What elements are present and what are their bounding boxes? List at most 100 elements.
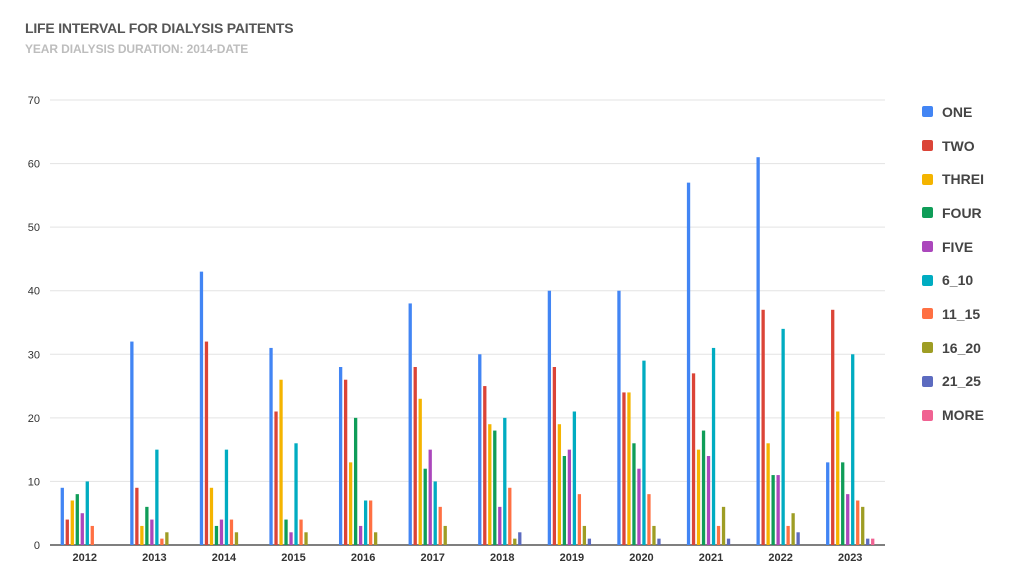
bar-two-2022 bbox=[761, 309, 765, 545]
y-axis-ticks: 0 10 20 30 40 50 60 70 bbox=[28, 95, 40, 552]
legend-swatch bbox=[922, 274, 933, 286]
bars bbox=[60, 157, 875, 545]
bar-five-2021 bbox=[706, 456, 711, 545]
bar-6_10-2021 bbox=[711, 347, 716, 545]
bar-21_25-2021 bbox=[726, 538, 731, 545]
legend-label: 16_20 bbox=[942, 339, 981, 356]
legend-item-6_10[interactable]: 6_10 bbox=[922, 263, 1022, 297]
bar-16_20-2019 bbox=[582, 525, 587, 545]
legend-label: 11_15 bbox=[942, 305, 981, 322]
bar-two-2012 bbox=[65, 519, 69, 545]
bar-four-2022 bbox=[771, 475, 775, 545]
x-tick-label: 2019 bbox=[560, 552, 584, 564]
bar-6_10-2016 bbox=[363, 500, 368, 545]
bar-6_10-2017 bbox=[433, 481, 437, 545]
legend-label: FOUR bbox=[942, 204, 982, 221]
bar-6_10-2012 bbox=[85, 481, 89, 545]
bar-one-2021 bbox=[686, 182, 691, 545]
legend-item-four[interactable]: FOUR bbox=[922, 196, 1022, 230]
legend-swatch bbox=[922, 207, 933, 219]
bar-four-2016 bbox=[353, 417, 358, 545]
legend-item-21_25[interactable]: 21_25 bbox=[922, 365, 1022, 399]
bar-11_15-2017 bbox=[438, 506, 442, 545]
bar-five-2019 bbox=[567, 449, 572, 545]
y-tick-label: 50 bbox=[28, 222, 40, 234]
legend-swatch bbox=[922, 342, 933, 354]
bar-one-2014 bbox=[199, 271, 204, 545]
bar-16_20-2016 bbox=[373, 532, 378, 545]
bar-16_20-2015 bbox=[304, 532, 308, 545]
bar-four-2023 bbox=[841, 462, 845, 545]
bar-four-2013 bbox=[145, 506, 149, 545]
bar-6_10-2018 bbox=[503, 417, 507, 545]
legend-label: FIVE bbox=[942, 238, 974, 255]
legend: ONE TWO THREI FOUR FIVE 6_10 11_15 16_20 21_25 MO… bbox=[922, 95, 1022, 432]
bar-three-2015 bbox=[279, 379, 283, 545]
bar-three-2020 bbox=[627, 392, 631, 545]
bar-one-2016 bbox=[338, 367, 343, 545]
legend-item-three[interactable]: THREI bbox=[922, 162, 1022, 196]
bar-two-2019 bbox=[552, 367, 557, 545]
legend-label: MORE bbox=[942, 407, 984, 424]
bar-11_15-2020 bbox=[647, 494, 651, 545]
bar-three-2013 bbox=[140, 525, 144, 545]
bar-11_15-2022 bbox=[786, 525, 790, 545]
bar-11_15-2021 bbox=[716, 525, 721, 545]
y-tick-label: 0 bbox=[34, 540, 40, 552]
bar-11_15-2014 bbox=[229, 519, 234, 545]
bar-three-2023 bbox=[836, 411, 840, 545]
bar-two-2018 bbox=[483, 386, 487, 545]
legend-item-one[interactable]: ONE bbox=[922, 95, 1022, 129]
bar-11_15-2018 bbox=[508, 487, 512, 545]
bar-two-2013 bbox=[135, 487, 139, 545]
legend-label: TWO bbox=[942, 137, 975, 154]
bar-11_15-2016 bbox=[368, 500, 373, 545]
bar-11_15-2013 bbox=[160, 538, 164, 545]
bar-one-2013 bbox=[130, 341, 134, 545]
legend-swatch bbox=[922, 409, 933, 421]
bar-five-2015 bbox=[289, 532, 293, 545]
bar-two-2020 bbox=[622, 392, 626, 545]
x-tick-label: 2014 bbox=[212, 552, 237, 564]
bar-one-2012 bbox=[60, 487, 64, 545]
bar-two-2023 bbox=[831, 309, 835, 545]
bar-two-2014 bbox=[204, 341, 209, 545]
legend-item-11_15[interactable]: 11_15 bbox=[922, 297, 1022, 331]
bar-11_15-2012 bbox=[90, 525, 94, 545]
bar-one-2023 bbox=[826, 462, 830, 545]
bar-three-2012 bbox=[70, 500, 74, 545]
legend-item-more[interactable]: MORE bbox=[922, 398, 1022, 432]
chart-title: LIFE INTERVAL FOR DIALYSIS PAITENTS bbox=[25, 20, 294, 36]
bar-four-2015 bbox=[284, 519, 288, 545]
y-tick-label: 30 bbox=[28, 349, 40, 361]
legend-item-five[interactable]: FIVE bbox=[922, 230, 1022, 264]
bar-three-2022 bbox=[766, 443, 770, 545]
bar-21_25-2018 bbox=[518, 532, 522, 545]
legend-swatch bbox=[922, 375, 933, 387]
bar-6_10-2020 bbox=[642, 360, 646, 545]
x-tick-label: 2021 bbox=[699, 552, 723, 564]
bar-6_10-2015 bbox=[294, 443, 298, 545]
bar-four-2020 bbox=[632, 443, 636, 545]
bar-five-2014 bbox=[219, 519, 224, 545]
x-tick-label: 2013 bbox=[142, 552, 166, 564]
legend-item-two[interactable]: TWO bbox=[922, 129, 1022, 163]
y-tick-label: 70 bbox=[28, 95, 40, 107]
bar-21_25-2023 bbox=[866, 538, 870, 545]
legend-label: ONE bbox=[942, 103, 973, 120]
bar-three-2014 bbox=[209, 487, 214, 545]
legend-swatch bbox=[922, 308, 933, 320]
legend-item-16_20[interactable]: 16_20 bbox=[922, 331, 1022, 365]
bar-6_10-2022 bbox=[781, 328, 785, 545]
bar-two-2021 bbox=[691, 373, 696, 545]
bar-one-2022 bbox=[756, 157, 760, 545]
bar-two-2015 bbox=[274, 411, 278, 545]
x-tick-label: 2017 bbox=[420, 552, 444, 564]
bar-three-2021 bbox=[696, 449, 701, 545]
y-tick-label: 40 bbox=[28, 286, 40, 298]
bar-more-2023 bbox=[871, 538, 875, 545]
x-tick-label: 2020 bbox=[629, 552, 653, 564]
bar-four-2019 bbox=[562, 456, 567, 545]
bar-one-2020 bbox=[617, 290, 621, 545]
bar-one-2017 bbox=[408, 303, 412, 545]
